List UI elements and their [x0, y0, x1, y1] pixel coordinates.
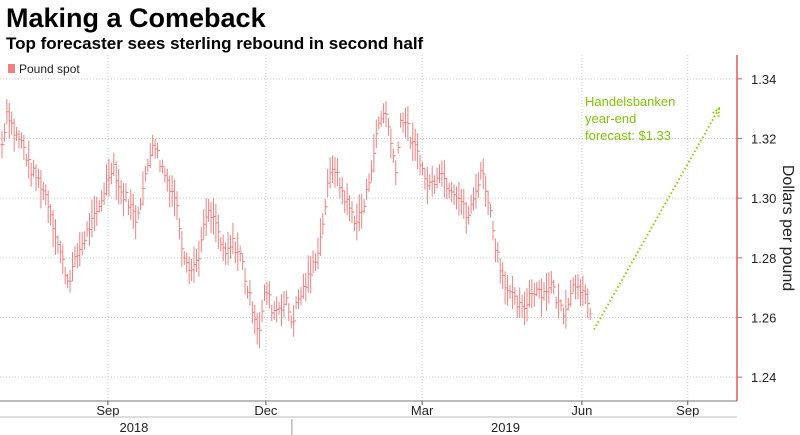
- chart-subtitle: Top forecaster sees sterling rebound in …: [6, 34, 424, 53]
- y-tick-label: 1.34: [751, 72, 776, 87]
- y-tick-label: 1.30: [751, 191, 776, 206]
- year-label: 2019: [491, 420, 520, 435]
- legend-label: Pound spot: [19, 62, 80, 76]
- forecast-label: year-end: [585, 111, 636, 126]
- y-axis-label: Dollars per pound: [779, 165, 796, 291]
- y-tick-label: 1.32: [751, 132, 776, 147]
- forecast-arrowhead: [711, 106, 721, 117]
- y-tick-label: 1.24: [751, 370, 776, 385]
- year-label: 2018: [119, 420, 148, 435]
- legend: Pound spot: [8, 62, 80, 76]
- chart-title: Making a Comeback: [6, 3, 266, 33]
- x-tick-label: Dec: [254, 403, 278, 418]
- y-tick-label: 1.28: [751, 251, 776, 266]
- forecast-annotation: Handelsbanken year-end forecast: $1.33: [585, 94, 721, 330]
- forecast-label: forecast: $1.33: [585, 128, 671, 143]
- x-tick-label: Mar: [411, 403, 434, 418]
- grid-lines: [0, 55, 737, 401]
- x-tick-label: Sep: [676, 403, 699, 418]
- y-tick-label: 1.26: [751, 310, 776, 325]
- legend-swatch: [8, 64, 15, 73]
- price-bars: [0, 98, 592, 349]
- x-tick-label: Jun: [571, 403, 592, 418]
- forecast-label: Handelsbanken: [585, 94, 675, 109]
- x-tick-label: Sep: [96, 403, 119, 418]
